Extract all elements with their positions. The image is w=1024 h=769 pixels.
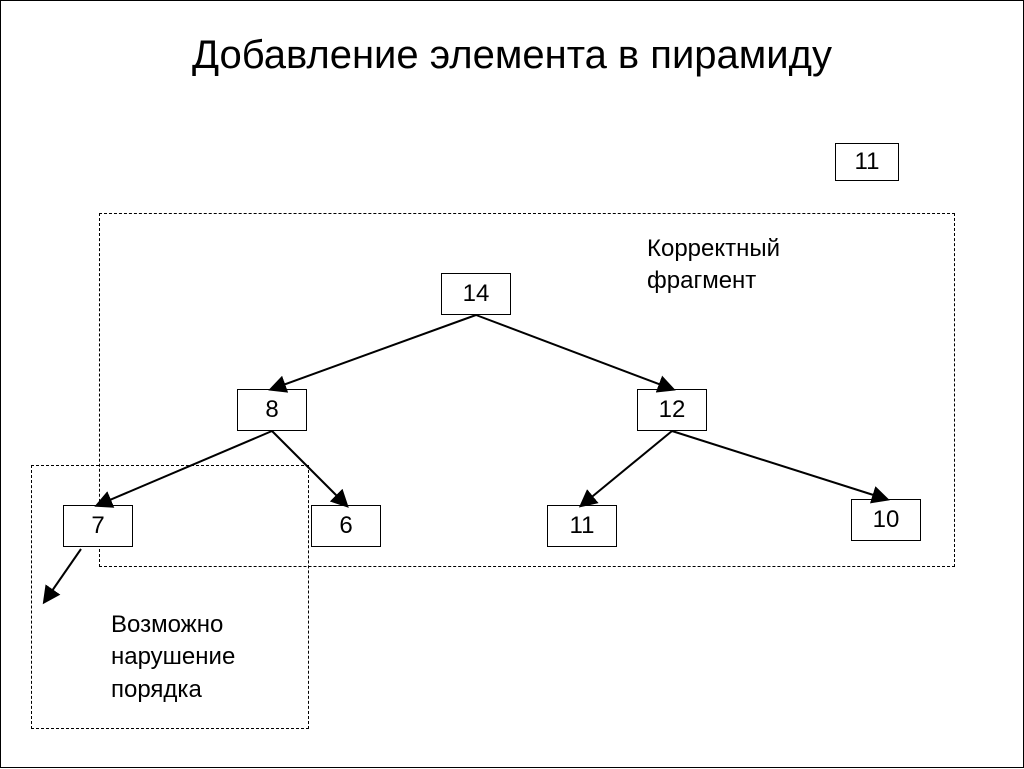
tree-node: 14 (441, 273, 511, 315)
tree-node: 8 (237, 389, 307, 431)
separate-node: 11 (835, 143, 899, 181)
tree-node: 7 (63, 505, 133, 547)
tree-node: 12 (637, 389, 707, 431)
page-title: Добавление элемента в пирамиду (1, 31, 1023, 79)
tree-node: 10 (851, 499, 921, 541)
tree-node: 6 (311, 505, 381, 547)
tree-node: 11 (547, 505, 617, 547)
